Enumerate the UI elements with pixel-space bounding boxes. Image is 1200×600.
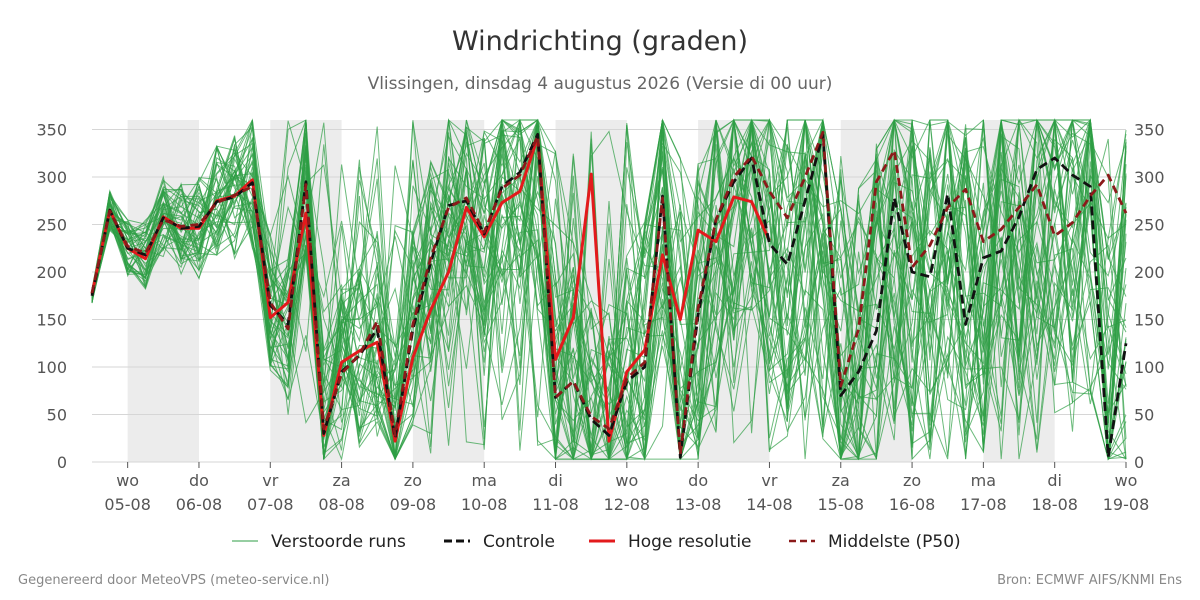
x-tick-day-label: vr <box>761 471 777 490</box>
y-tick-label-left: 250 <box>36 216 67 235</box>
chart-subtitle: Vlissingen, dinsdag 4 augustus 2026 (Ver… <box>368 74 833 94</box>
legend: Verstoorde runs Controle Hoge resolutie … <box>232 532 961 552</box>
ensemble-member-line <box>91 118 1127 456</box>
y-tick-label-left: 200 <box>36 263 67 282</box>
y-tick-label-left: 0 <box>57 453 67 472</box>
x-tick-day-label: ma <box>472 471 497 490</box>
x-tick-day-label: do <box>189 471 209 490</box>
x-tick-day-label: vr <box>262 471 278 490</box>
x-tick-date-label: 18-08 <box>1031 495 1078 514</box>
y-tick-label-right: 150 <box>1134 311 1165 330</box>
x-tick-date-label: 09-08 <box>390 495 437 514</box>
x-tick-day-label: za <box>832 471 850 490</box>
x-tick-date-label: 14-08 <box>746 495 793 514</box>
x-tick-date-label: 05-08 <box>104 495 151 514</box>
y-axis-left: 0 50 100 150 200 250 300 350 <box>36 121 67 473</box>
legend-label-control: Controle <box>483 532 555 552</box>
x-tick-day-label: wo <box>1115 471 1138 490</box>
y-tick-label-left: 50 <box>47 406 67 425</box>
y-tick-label-right: 350 <box>1134 121 1165 140</box>
legend-label-median: Middelste (P50) <box>828 532 961 552</box>
x-tick-day-label: di <box>1047 471 1062 490</box>
footer-generated-by: Gegenereerd door MeteoVPS (meteo-service… <box>18 573 329 588</box>
x-tick-day-label: di <box>548 471 563 490</box>
y-tick-label-right: 200 <box>1134 263 1165 282</box>
x-tick-date-label: 06-08 <box>176 495 223 514</box>
x-tick-date-label: 11-08 <box>532 495 579 514</box>
y-tick-label-right: 100 <box>1134 358 1165 377</box>
ensemble-member-line <box>91 119 1127 460</box>
y-tick-label-right: 300 <box>1134 168 1165 187</box>
x-tick-date-label: 10-08 <box>461 495 508 514</box>
x-tick-day-label: wo <box>615 471 638 490</box>
control-line <box>90 132 1128 459</box>
y-tick-label-right: 50 <box>1134 406 1154 425</box>
x-axis: wo 05-08 do 06-08 vr 07-08 za 08-08 zo 09-08 ma 10-… <box>104 462 1149 514</box>
x-tick-date-label: 08-08 <box>318 495 365 514</box>
median-line <box>90 130 1128 456</box>
x-tick-day-label: do <box>688 471 708 490</box>
shaded-day-band <box>127 120 199 462</box>
ensemble-member-line <box>91 118 1127 461</box>
x-tick-date-label: 15-08 <box>818 495 865 514</box>
y-tick-label-right: 250 <box>1134 216 1165 235</box>
legend-label-high-res: Hoge resolutie <box>628 532 752 552</box>
x-tick-day-label: za <box>332 471 350 490</box>
footer-source: Bron: ECMWF AIFS/KNMI Ens <box>997 573 1182 588</box>
x-tick-date-label: 13-08 <box>675 495 722 514</box>
y-tick-label-left: 100 <box>36 358 67 377</box>
legend-label-ensemble: Verstoorde runs <box>271 532 406 552</box>
x-tick-date-label: 19-08 <box>1103 495 1150 514</box>
y-tick-label-right: 0 <box>1134 453 1144 472</box>
x-tick-date-label: 12-08 <box>604 495 651 514</box>
x-tick-day-label: zo <box>404 471 422 490</box>
main-series <box>90 130 1128 459</box>
y-tick-label-left: 150 <box>36 311 67 330</box>
y-tick-label-left: 300 <box>36 168 67 187</box>
x-tick-day-label: wo <box>116 471 139 490</box>
x-tick-day-label: ma <box>971 471 996 490</box>
x-tick-date-label: 17-08 <box>960 495 1007 514</box>
ensemble-member-line <box>91 118 1127 460</box>
x-tick-day-label: zo <box>903 471 921 490</box>
y-tick-label-left: 350 <box>36 121 67 140</box>
chart-title: Windrichting (graden) <box>452 26 748 57</box>
x-tick-date-label: 07-08 <box>247 495 294 514</box>
y-axis-right: 0 50 100 150 200 250 300 350 <box>1134 121 1165 473</box>
x-tick-date-label: 16-08 <box>889 495 936 514</box>
